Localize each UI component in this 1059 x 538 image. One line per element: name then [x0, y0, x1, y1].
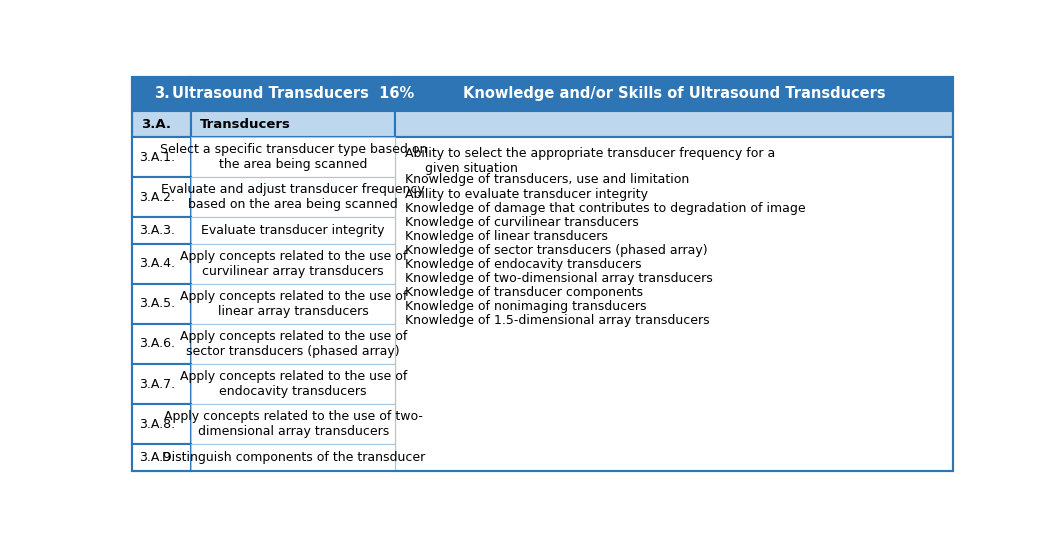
Bar — [132, 404, 192, 444]
Bar — [132, 77, 192, 111]
Bar — [132, 137, 192, 177]
Text: Knowledge of damage that contributes to degradation of image: Knowledge of damage that contributes to … — [405, 202, 806, 215]
Bar — [132, 217, 192, 244]
Text: Knowledge and/or Skills of Ultrasound Transducers: Knowledge and/or Skills of Ultrasound Tr… — [463, 87, 885, 102]
Bar — [395, 111, 953, 137]
Bar — [192, 217, 395, 244]
Bar — [192, 111, 395, 137]
Bar — [132, 364, 192, 404]
Bar — [395, 137, 953, 471]
Text: 3.: 3. — [154, 87, 169, 102]
Text: Ability to select the appropriate transducer frequency for a
     given situatio: Ability to select the appropriate transd… — [405, 147, 775, 175]
Bar — [132, 364, 192, 404]
Text: Transducers: Transducers — [200, 117, 290, 131]
Bar — [132, 444, 192, 471]
Bar — [395, 77, 953, 111]
Bar — [192, 137, 395, 177]
Bar — [132, 284, 192, 324]
Bar — [192, 284, 395, 324]
Bar — [192, 77, 395, 111]
Bar — [132, 177, 192, 217]
Text: 3.A.3.: 3.A.3. — [139, 224, 175, 237]
Bar — [132, 177, 192, 217]
Text: Knowledge of curvilinear transducers: Knowledge of curvilinear transducers — [405, 216, 639, 229]
Text: 3.A.4.: 3.A.4. — [139, 257, 175, 270]
Text: Select a specific transducer type based on
the area being scanned: Select a specific transducer type based … — [160, 143, 427, 171]
Text: Knowledge of two-dimensional array transducers: Knowledge of two-dimensional array trans… — [405, 272, 713, 285]
Bar — [192, 364, 395, 404]
Text: 3.A.2.: 3.A.2. — [139, 191, 175, 204]
Text: 3.A.7.: 3.A.7. — [139, 378, 175, 391]
Text: 3.A.6.: 3.A.6. — [139, 337, 175, 350]
Text: Apply concepts related to the use of
linear array transducers: Apply concepts related to the use of lin… — [180, 290, 407, 318]
Text: Evaluate transducer integrity: Evaluate transducer integrity — [201, 224, 385, 237]
Text: Knowledge of sector transducers (phased array): Knowledge of sector transducers (phased … — [405, 244, 707, 257]
Text: Knowledge of transducer components: Knowledge of transducer components — [405, 286, 643, 299]
Bar — [132, 284, 192, 324]
Text: Knowledge of 1.5-dimensional array transducers: Knowledge of 1.5-dimensional array trans… — [405, 314, 710, 327]
Text: Knowledge of nonimaging transducers: Knowledge of nonimaging transducers — [405, 300, 646, 313]
Text: Apply concepts related to the use of
sector transducers (phased array): Apply concepts related to the use of sec… — [180, 330, 407, 358]
Bar — [132, 111, 192, 137]
Bar — [132, 404, 192, 444]
Text: Apply concepts related to the use of two-
dimensional array transducers: Apply concepts related to the use of two… — [164, 410, 423, 438]
Text: Knowledge of transducers, use and limitation: Knowledge of transducers, use and limita… — [405, 173, 689, 187]
Bar — [192, 177, 395, 217]
Text: 3.A.1.: 3.A.1. — [139, 151, 175, 164]
Text: 3.A.9.: 3.A.9. — [139, 451, 175, 464]
Text: Apply concepts related to the use of
curvilinear array transducers: Apply concepts related to the use of cur… — [180, 250, 407, 278]
Text: Knowledge of endocavity transducers: Knowledge of endocavity transducers — [405, 258, 642, 271]
Bar — [132, 324, 192, 364]
Text: Knowledge of linear transducers: Knowledge of linear transducers — [405, 230, 608, 243]
Text: Apply concepts related to the use of
endocavity transducers: Apply concepts related to the use of end… — [180, 370, 407, 398]
Bar — [132, 217, 192, 244]
Text: Distinguish components of the transducer: Distinguish components of the transducer — [162, 451, 425, 464]
Text: 3.A.: 3.A. — [141, 117, 170, 131]
Bar — [132, 137, 192, 177]
Bar — [192, 404, 395, 444]
Text: 3.A.8.: 3.A.8. — [139, 418, 175, 431]
Bar — [132, 244, 192, 284]
Bar — [192, 444, 395, 471]
Text: Ability to evaluate transducer integrity: Ability to evaluate transducer integrity — [405, 188, 648, 201]
Text: Evaluate and adjust transducer frequency
based on the area being scanned: Evaluate and adjust transducer frequency… — [161, 183, 425, 211]
Bar — [192, 324, 395, 364]
Text: Ultrasound Transducers  16%: Ultrasound Transducers 16% — [173, 87, 414, 102]
Bar — [132, 324, 192, 364]
Bar — [132, 244, 192, 284]
Bar — [192, 244, 395, 284]
Bar — [132, 444, 192, 471]
Text: 3.A.5.: 3.A.5. — [139, 298, 175, 310]
